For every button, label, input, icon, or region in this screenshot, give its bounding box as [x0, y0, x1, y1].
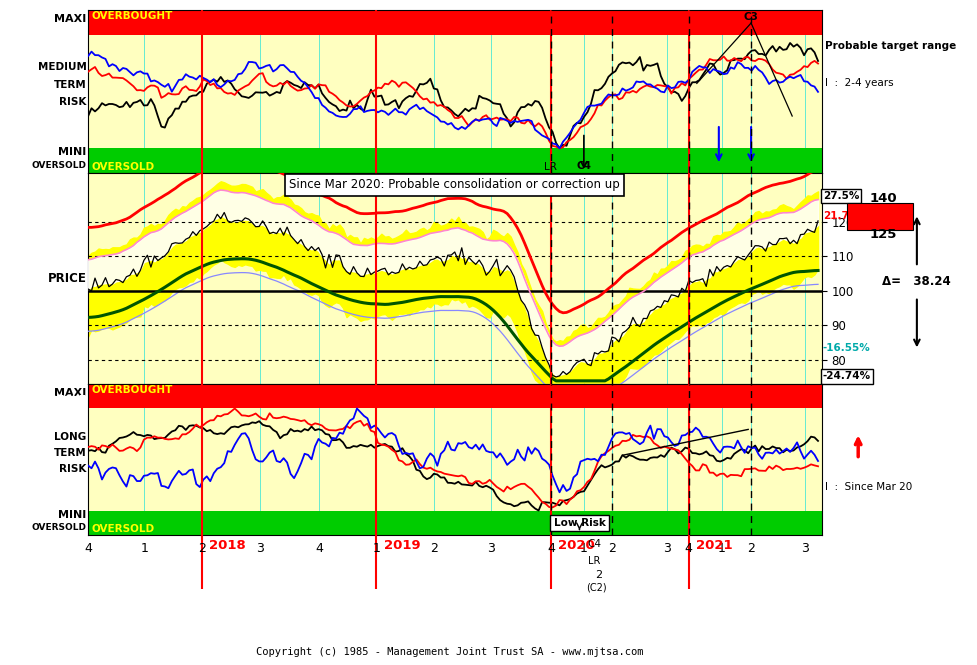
Text: MINI: MINI	[59, 147, 86, 157]
Text: 3: 3	[800, 542, 808, 555]
Text: TERM: TERM	[54, 80, 86, 90]
Text: MINI: MINI	[59, 510, 86, 520]
Text: TERM: TERM	[54, 448, 86, 458]
Text: RISK: RISK	[60, 464, 86, 474]
Text: 3: 3	[255, 542, 264, 555]
Text: -24.74%: -24.74%	[822, 372, 871, 382]
Text: (C2): (C2)	[547, 176, 569, 186]
Text: Δ=   38.24: Δ= 38.24	[881, 275, 951, 289]
Text: MAXI: MAXI	[55, 14, 86, 24]
Text: I  :  2-4 years: I : 2-4 years	[825, 78, 893, 88]
Text: LR: LR	[587, 556, 599, 566]
Text: OVERBOUGHT: OVERBOUGHT	[16, 395, 86, 404]
Text: OVERSOLD: OVERSOLD	[31, 162, 86, 170]
Text: 2: 2	[430, 542, 438, 555]
Text: OVERSOLD: OVERSOLD	[92, 162, 154, 172]
Text: 2020: 2020	[558, 539, 594, 552]
Text: 2: 2	[607, 542, 616, 555]
Text: OVERSOLD: OVERSOLD	[31, 523, 86, 533]
Text: 0.631: 0.631	[563, 522, 596, 532]
Text: 2021: 2021	[696, 539, 732, 552]
Text: 1: 1	[372, 542, 380, 555]
Text: (C2): (C2)	[585, 582, 606, 592]
Text: 2018: 2018	[209, 539, 245, 552]
Text: 27.5%: 27.5%	[822, 191, 859, 201]
Text: Low Risk: Low Risk	[553, 518, 605, 528]
Text: I  :  Since Mar 20: I : Since Mar 20	[825, 481, 912, 491]
Text: 125: 125	[869, 228, 896, 241]
Text: OVERBOUGHT: OVERBOUGHT	[92, 384, 173, 394]
Text: C3: C3	[743, 13, 758, 23]
Text: -16.55%: -16.55%	[822, 343, 870, 353]
Text: 2: 2	[197, 542, 205, 555]
Text: 140: 140	[869, 192, 896, 205]
Bar	[88, 384, 821, 408]
Text: 3: 3	[662, 542, 670, 555]
Text: 4: 4	[315, 542, 322, 555]
Text: LR: LR	[544, 162, 557, 172]
Text: C4: C4	[587, 539, 601, 549]
Text: 4: 4	[546, 542, 554, 555]
Text: 2: 2	[746, 542, 754, 555]
Text: OVERSOLD: OVERSOLD	[92, 524, 154, 534]
Text: OVERBOUGHT: OVERBOUGHT	[16, 22, 86, 31]
Text: MAXI: MAXI	[55, 388, 86, 398]
Text: Probable target range: Probable target range	[825, 41, 956, 51]
Text: RISK: RISK	[60, 97, 86, 107]
Bar	[88, 511, 821, 535]
Text: Since Mar 2020: Probable consolidation or correction up: Since Mar 2020: Probable consolidation o…	[289, 178, 619, 192]
Text: PRICE: PRICE	[48, 272, 86, 285]
Text: 2019: 2019	[383, 539, 420, 552]
Text: 1: 1	[579, 542, 587, 555]
Text: LONG: LONG	[55, 432, 86, 442]
Bar	[88, 148, 821, 173]
Text: 1: 1	[141, 542, 149, 555]
Text: 4: 4	[84, 542, 92, 555]
Text: C4: C4	[575, 160, 591, 171]
Text: 4: 4	[684, 542, 692, 555]
Text: 2: 2	[594, 570, 602, 580]
Bar	[88, 10, 821, 35]
Text: MEDIUM: MEDIUM	[38, 62, 86, 72]
Text: 1: 1	[717, 542, 725, 555]
Text: OVERBOUGHT: OVERBOUGHT	[92, 11, 173, 21]
Text: 3: 3	[487, 542, 495, 555]
Text: 21.7%: 21.7%	[822, 211, 859, 221]
Text: Copyright (c) 1985 - Management Joint Trust SA - www.mjtsa.com: Copyright (c) 1985 - Management Joint Tr…	[256, 647, 643, 657]
